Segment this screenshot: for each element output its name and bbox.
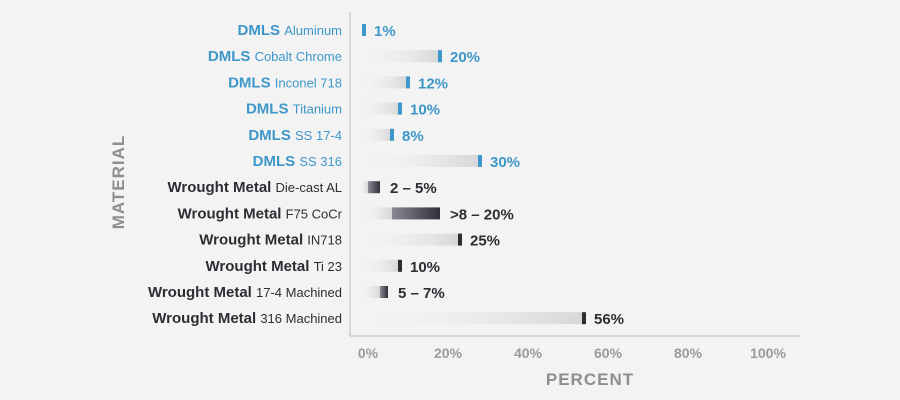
- bar-track: [360, 76, 408, 89]
- category-material-label: Titanium: [293, 102, 342, 117]
- category-group-label: Wrought Metal: [199, 232, 307, 249]
- bar-track: [360, 259, 400, 272]
- category-label: Wrought Metal Ti 23: [206, 258, 342, 275]
- category-material-label: 17-4 Machined: [256, 285, 342, 300]
- data-label: 20%: [450, 49, 480, 66]
- bar-range: [392, 207, 440, 220]
- x-tick-label: 20%: [434, 345, 463, 361]
- category-material-label: Ti 23: [314, 259, 342, 274]
- data-label: 10%: [410, 102, 440, 119]
- data-label: 25%: [470, 233, 500, 250]
- category-label: DMLS Cobalt Chrome: [208, 48, 342, 65]
- bar-track: [360, 50, 440, 63]
- bar-value-marker: [438, 50, 442, 63]
- category-label: Wrought Metal IN718: [199, 232, 342, 249]
- bar-value-marker: [398, 102, 402, 115]
- bar-value-marker: [478, 155, 482, 167]
- category-material-label: SS 17-4: [295, 128, 342, 143]
- category-group-label: Wrought Metal: [148, 284, 256, 301]
- x-tick-label: 60%: [594, 345, 623, 361]
- bar-value-marker: [362, 24, 366, 36]
- data-label: 1%: [374, 23, 396, 40]
- category-material-label: Inconel 718: [275, 75, 342, 90]
- category-group-label: DMLS: [228, 74, 275, 91]
- category-material-label: Die-cast AL: [276, 180, 342, 195]
- category-group-label: Wrought Metal: [167, 179, 275, 196]
- x-tick-label: 100%: [750, 345, 786, 361]
- category-group-label: DMLS: [208, 48, 255, 65]
- category-material-label: Cobalt Chrome: [255, 49, 342, 64]
- y-axis-title: MATERIAL: [109, 135, 128, 230]
- data-label: 2 – 5%: [390, 180, 437, 197]
- x-tick-label: 0%: [358, 345, 379, 361]
- bar-track: [360, 207, 392, 220]
- category-material-label: IN718: [307, 233, 342, 248]
- data-label: 10%: [410, 259, 440, 276]
- bar-value-marker: [406, 76, 410, 89]
- category-material-label: F75 CoCr: [286, 206, 343, 221]
- category-label: DMLS Inconel 718: [228, 74, 342, 91]
- data-label: >8 – 20%: [450, 206, 514, 223]
- category-group-label: Wrought Metal: [206, 258, 314, 275]
- bar-track: [360, 286, 380, 298]
- category-label: Wrought Metal Die-cast AL: [167, 179, 342, 196]
- data-label: 5 – 7%: [398, 285, 445, 302]
- category-label: DMLS SS 17-4: [248, 127, 342, 144]
- category-group-label: Wrought Metal: [178, 205, 286, 222]
- bar-value-marker: [390, 128, 394, 141]
- data-label: 12%: [418, 75, 448, 92]
- category-label: Wrought Metal F75 CoCr: [178, 205, 343, 222]
- category-group-label: DMLS: [246, 101, 293, 118]
- category-label: DMLS Titanium: [246, 101, 342, 118]
- category-group-label: DMLS: [238, 22, 285, 39]
- bar-value-marker: [398, 259, 402, 272]
- data-label: 8%: [402, 128, 424, 145]
- bar-track: [360, 312, 584, 325]
- bar-track: [360, 155, 480, 167]
- category-label: DMLS SS 316: [253, 153, 342, 170]
- bar-track: [360, 233, 460, 246]
- bar-range: [368, 181, 380, 194]
- bar-track: [360, 181, 368, 194]
- x-axis-title: PERCENT: [546, 370, 634, 389]
- data-label: 56%: [594, 311, 624, 328]
- bar-value-marker: [582, 312, 586, 325]
- category-material-label: SS 316: [299, 154, 342, 169]
- bar-range: [380, 286, 388, 298]
- category-material-label: Aluminum: [284, 23, 342, 38]
- data-label: 30%: [490, 154, 520, 171]
- category-group-label: DMLS: [248, 127, 295, 144]
- bar-track: [360, 102, 400, 115]
- category-group-label: DMLS: [253, 153, 300, 170]
- category-label: Wrought Metal 17-4 Machined: [148, 284, 342, 301]
- category-label: Wrought Metal 316 Machined: [152, 310, 342, 327]
- category-material-label: 316 Machined: [260, 311, 342, 326]
- category-label: DMLS Aluminum: [238, 22, 342, 39]
- bar-track: [360, 128, 392, 141]
- x-tick-label: 80%: [674, 345, 703, 361]
- bar-value-marker: [458, 233, 462, 246]
- category-group-label: Wrought Metal: [152, 310, 260, 327]
- x-tick-label: 40%: [514, 345, 543, 361]
